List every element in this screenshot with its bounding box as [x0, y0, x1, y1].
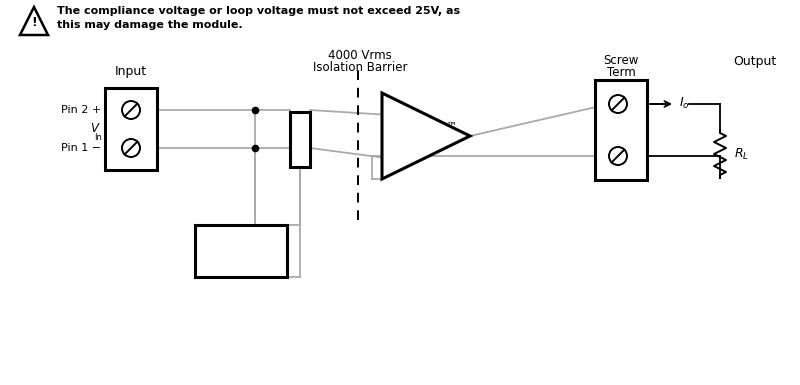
- Text: Term: Term: [606, 65, 635, 79]
- Circle shape: [122, 139, 140, 157]
- Text: In: In: [94, 133, 102, 142]
- Circle shape: [122, 101, 140, 119]
- Bar: [595, 80, 647, 180]
- Text: 3: 3: [628, 151, 635, 161]
- Text: V: V: [90, 122, 98, 136]
- Polygon shape: [20, 7, 48, 35]
- Text: +: +: [601, 97, 612, 109]
- Text: Pin 1 −: Pin 1 −: [61, 143, 101, 153]
- Text: DC-DC: DC-DC: [220, 236, 262, 249]
- Text: 4: 4: [628, 99, 635, 109]
- Circle shape: [609, 95, 627, 113]
- Text: !: !: [31, 16, 37, 29]
- Text: Amplifier: Amplifier: [394, 140, 444, 150]
- Text: 4000 Vrms: 4000 Vrms: [328, 49, 392, 62]
- Text: $R_L$: $R_L$: [734, 146, 749, 162]
- Bar: [195, 225, 287, 277]
- Text: Iso-Chopper™: Iso-Chopper™: [380, 122, 458, 132]
- Text: Screw: Screw: [603, 55, 638, 67]
- Bar: [290, 112, 310, 167]
- Text: Pin 2 +: Pin 2 +: [61, 105, 101, 115]
- Polygon shape: [382, 93, 470, 179]
- Circle shape: [609, 147, 627, 165]
- Bar: [105, 88, 157, 170]
- Text: this may damage the module.: this may damage the module.: [57, 20, 242, 30]
- Text: −: −: [601, 149, 611, 161]
- Text: Output: Output: [734, 55, 777, 67]
- Text: $I_o$: $I_o$: [679, 95, 690, 110]
- Text: The compliance voltage or loop voltage must not exceed 25V, as: The compliance voltage or loop voltage m…: [57, 6, 460, 16]
- Text: Isolation Barrier: Isolation Barrier: [313, 61, 407, 74]
- Text: Input: Input: [115, 65, 147, 78]
- Text: Converter: Converter: [210, 253, 272, 266]
